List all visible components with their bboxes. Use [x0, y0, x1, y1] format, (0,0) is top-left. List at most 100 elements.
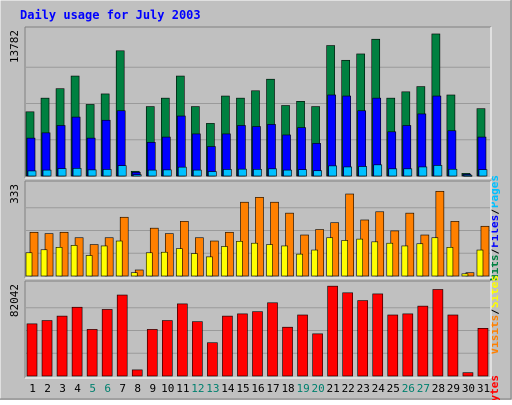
x-tick-label: 24 [372, 382, 386, 395]
x-tick-label: 13 [206, 382, 219, 395]
bar-pages [223, 169, 232, 177]
bar-sites [55, 247, 63, 277]
legend-kbytes: KBytes [488, 375, 501, 400]
x-tick-label: 1 [29, 382, 36, 395]
x-tick-label: 26 [402, 382, 415, 395]
bar-pages [72, 168, 82, 177]
bar-kbytes [447, 314, 459, 377]
right-legend-label: KBytes [488, 375, 501, 400]
x-tick-label: 10 [161, 382, 174, 395]
bar-pages [463, 175, 473, 177]
x-tick-label: 17 [266, 382, 279, 395]
x-tick-label: 20 [312, 382, 325, 395]
bar-pages [433, 165, 443, 177]
y-max-label: 333 [8, 184, 21, 204]
bar-pages [313, 170, 322, 177]
x-tick-label: 8 [134, 382, 141, 395]
bar-kbytes [71, 306, 83, 377]
bar-kbytes [131, 369, 143, 377]
bar-kbytes [207, 342, 218, 377]
bar-kbytes [41, 320, 53, 377]
x-tick-label: 7 [119, 382, 126, 395]
legend-separator: / [488, 208, 501, 215]
bar-sites [221, 246, 228, 277]
bar-files [297, 127, 306, 177]
bar-sites [371, 241, 379, 277]
bar-visits [149, 227, 159, 277]
bar-pages [418, 166, 428, 177]
bar-kbytes [267, 302, 278, 377]
bar-kbytes [327, 285, 338, 377]
bar-kbytes [342, 292, 353, 377]
bar-visits [435, 190, 445, 277]
x-tick-label: 31 [477, 382, 490, 395]
bar-sites [431, 237, 439, 277]
bar-kbytes [26, 323, 38, 377]
legend-separator: / [488, 248, 501, 255]
bar-pages [328, 165, 337, 177]
x-tick-label: 25 [387, 382, 400, 395]
x-tick-label: 6 [104, 382, 111, 395]
bar-pages [147, 169, 157, 177]
bar-pages [132, 174, 142, 177]
bar-kbytes [252, 311, 263, 377]
x-tick-label: 15 [236, 382, 249, 395]
bar-pages [373, 164, 383, 177]
bar-pages [283, 169, 292, 177]
bar-files [26, 137, 36, 177]
bar-kbytes [372, 293, 384, 377]
bar-kbytes [402, 313, 414, 377]
bar-files [432, 95, 442, 177]
bar-sites [251, 242, 258, 277]
bar-sites [236, 240, 243, 277]
bar-sites [326, 237, 333, 277]
bar-sites [100, 245, 108, 277]
bar-sites [446, 247, 454, 277]
y-max-label: 13782 [8, 30, 21, 63]
bar-kbytes [86, 329, 98, 377]
bar-sites [130, 272, 138, 277]
bar-pages [403, 168, 413, 177]
bar-kbytes [282, 326, 293, 377]
panel-2: 82042 KBytes [8, 280, 501, 405]
bar-kbytes [146, 329, 158, 377]
x-tick-label: 30 [462, 382, 475, 395]
bar-pages [87, 169, 97, 177]
bar-visits [270, 201, 279, 277]
bar-files [357, 110, 367, 177]
bar-pages [102, 169, 112, 177]
bar-kbytes [387, 314, 399, 377]
bar-pages [193, 169, 202, 177]
bar-visits [405, 212, 415, 277]
chart-title: Daily usage for July 2003 [20, 8, 201, 22]
bar-sites [115, 240, 123, 277]
bar-sites [401, 245, 409, 277]
bar-kbytes [161, 320, 173, 377]
bar-sites [476, 249, 484, 277]
bar-sites [296, 253, 303, 277]
bar-pages [162, 169, 172, 177]
bar-sites [85, 255, 93, 277]
bar-kbytes [297, 314, 308, 377]
bar-files [237, 125, 246, 177]
x-tick-label: 18 [281, 382, 294, 395]
x-tick-label: 12 [191, 382, 204, 395]
bar-kbytes [432, 289, 444, 377]
bar-sites [386, 242, 394, 277]
bar-files [327, 94, 336, 177]
bar-sites [145, 252, 153, 277]
legend-separator: / [488, 308, 501, 315]
bar-pages [238, 168, 247, 177]
x-tick-label: 3 [59, 382, 66, 395]
y-max-label: 82042 [8, 284, 21, 317]
bar-kbytes [477, 328, 489, 377]
x-tick-label: 14 [221, 382, 235, 395]
x-tick-label: 22 [342, 382, 355, 395]
bar-files [252, 126, 261, 177]
bar-kbytes [417, 305, 429, 377]
x-tick-label: 27 [417, 382, 430, 395]
bar-pages [57, 168, 67, 177]
